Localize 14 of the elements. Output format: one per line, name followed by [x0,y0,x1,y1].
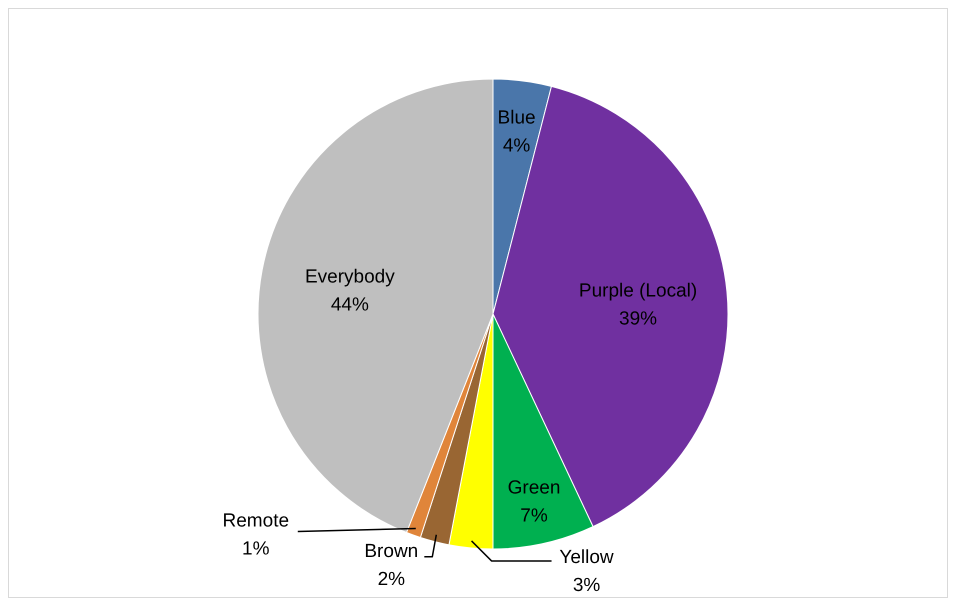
slice-label: Brown [364,540,418,562]
data-label: 4% [502,135,530,156]
data-label: 3% [572,574,600,596]
data-label: 7% [520,505,548,526]
data-label: 2% [378,568,406,590]
slice-label: Yellow [559,546,614,568]
data-label: 44% [330,294,369,316]
slice-label: Remote [222,510,290,532]
slice-label: Green [508,477,560,498]
slice-label: Purple (Local) [578,280,698,302]
data-label: 1% [242,538,270,560]
slice-label: Blue [498,107,536,128]
slice-label: Everybody [304,266,396,288]
data-label: 39% [619,308,658,330]
